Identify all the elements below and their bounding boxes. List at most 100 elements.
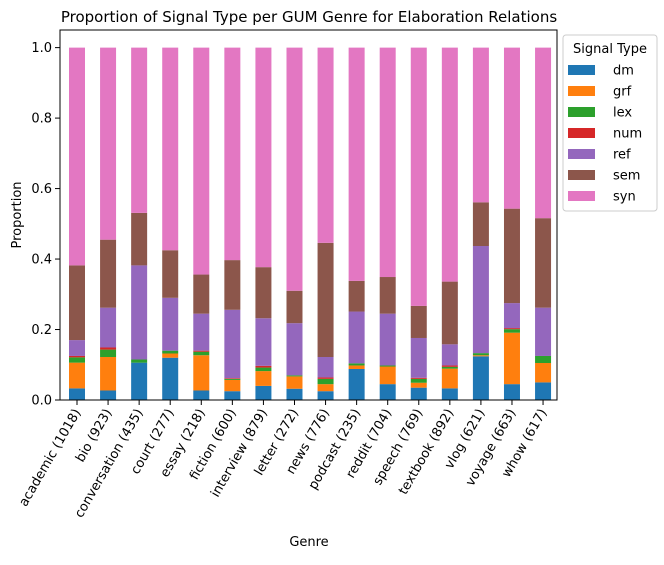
bar-segment-sem: [162, 250, 179, 298]
bar-segment-syn: [162, 47, 179, 251]
bar-segment-grf: [317, 384, 334, 392]
bar-segment-lex: [348, 363, 365, 366]
bar-segment-syn: [472, 47, 489, 203]
bar-segment-lex: [193, 351, 210, 356]
bar-segment-ref: [503, 303, 520, 329]
bar-segment-dm: [317, 391, 334, 400]
bar-segment-lex: [162, 350, 179, 354]
plot-frame: [59, 29, 558, 401]
bar-segment-sem: [193, 274, 210, 314]
legend-label-ref: ref: [613, 148, 631, 163]
bar-segment-sem: [317, 242, 334, 358]
bar-segment-ref: [286, 323, 303, 376]
bar-segment-ref: [472, 246, 489, 354]
y-tick-label: 1.0: [31, 41, 52, 56]
bar-segment-dm: [535, 382, 552, 400]
bar-segment-syn: [286, 47, 303, 291]
bar-segment-lex: [317, 378, 334, 385]
legend-label-dm: dm: [613, 64, 634, 79]
bar-segment-ref: [100, 307, 117, 348]
bar-segment-lex: [379, 365, 396, 367]
bar-segment-num: [317, 377, 334, 379]
bar-segment-lex: [255, 367, 272, 372]
bar-segment-grf: [255, 371, 272, 386]
bar-segment-ref: [348, 311, 365, 364]
bar-segment-sem: [255, 267, 272, 319]
bar-segment-grf: [193, 355, 210, 391]
bar-segment-syn: [255, 47, 272, 268]
legend-label-lex: lex: [613, 106, 632, 121]
y-tick-label: 0.8: [31, 112, 52, 127]
legend-label-grf: grf: [613, 85, 632, 100]
bar-segment-syn: [348, 47, 365, 281]
legend: Signal Type dm grf lex num ref sem syn: [562, 34, 658, 212]
legend-swatch-sem: [568, 170, 595, 180]
bar-segment-num: [441, 365, 458, 367]
legend-title: Signal Type: [573, 42, 647, 57]
bar-segment-grf: [100, 357, 117, 391]
bars-layer: [69, 47, 552, 400]
bar-segment-dm: [379, 384, 396, 400]
bar-segment-syn: [69, 47, 85, 266]
bar-segment-grf: [69, 362, 85, 389]
bar-segment-ref: [131, 265, 148, 360]
bar-segment-ref: [255, 318, 272, 366]
bar-segment-syn: [503, 47, 520, 209]
bar-segment-ref: [162, 297, 179, 351]
legend-label-num: num: [613, 127, 642, 142]
bar-segment-ref: [441, 344, 458, 366]
bar-segment-lex: [472, 353, 489, 356]
y-axis: 0.0 0.2 0.4 0.6 0.8 1.0: [31, 41, 60, 409]
bar-segment-syn: [410, 47, 427, 306]
bar-segment-lex: [100, 349, 117, 358]
bar-segment-dm: [286, 388, 303, 400]
bar-segment-dm: [224, 391, 241, 400]
bar-segment-dm: [69, 388, 85, 400]
bar-segment-grf: [441, 368, 458, 389]
bar-segment-grf: [472, 355, 489, 357]
bar-segment-num: [503, 328, 520, 330]
bar-segment-lex: [535, 355, 552, 363]
bar-segment-num: [224, 378, 241, 379]
bar-segment-grf: [410, 382, 427, 388]
bar-segment-sem: [131, 212, 148, 266]
bar-segment-dm: [100, 390, 117, 400]
x-axis: academic (1018)bio (923)conversation (43…: [16, 400, 551, 521]
bar-segment-grf: [162, 353, 179, 358]
legend-swatch-num: [568, 128, 595, 138]
bar-segment-ref: [410, 337, 427, 378]
bar-segment-sem: [535, 218, 552, 308]
bar-segment-dm: [162, 357, 179, 400]
bar-segment-ref: [535, 307, 552, 356]
bar-segment-dm: [131, 362, 148, 400]
bar-segment-sem: [410, 305, 427, 338]
y-axis-label: Proportion: [10, 181, 25, 248]
bar-segment-dm: [255, 385, 272, 400]
bar-segment-ref: [69, 340, 85, 356]
x-axis-label: Genre: [289, 535, 328, 550]
bar-segment-sem: [69, 265, 85, 341]
bar-segment-sem: [348, 280, 365, 312]
chart-title: Proportion of Signal Type per GUM Genre …: [61, 8, 558, 26]
bar-segment-grf: [286, 376, 303, 389]
bar-segment-num: [69, 355, 85, 358]
bar-segment-sem: [503, 208, 520, 304]
bar-segment-lex: [410, 378, 427, 383]
legend-label-syn: syn: [613, 190, 636, 205]
y-tick-label: 0.4: [31, 253, 52, 268]
bar-segment-sem: [224, 260, 241, 310]
bar-segment-ref: [379, 313, 396, 366]
bar-segment-syn: [131, 47, 148, 213]
bar-segment-num: [100, 347, 117, 350]
bar-segment-num: [255, 365, 272, 368]
bar-segment-dm: [441, 388, 458, 400]
bar-segment-syn: [224, 47, 241, 261]
legend-swatch-lex: [568, 107, 595, 117]
bar-segment-syn: [379, 47, 396, 278]
bar-segment-lex: [441, 366, 458, 369]
bar-segment-num: [410, 377, 427, 379]
bar-segment-syn: [535, 47, 552, 219]
legend-swatch-grf: [568, 86, 595, 96]
